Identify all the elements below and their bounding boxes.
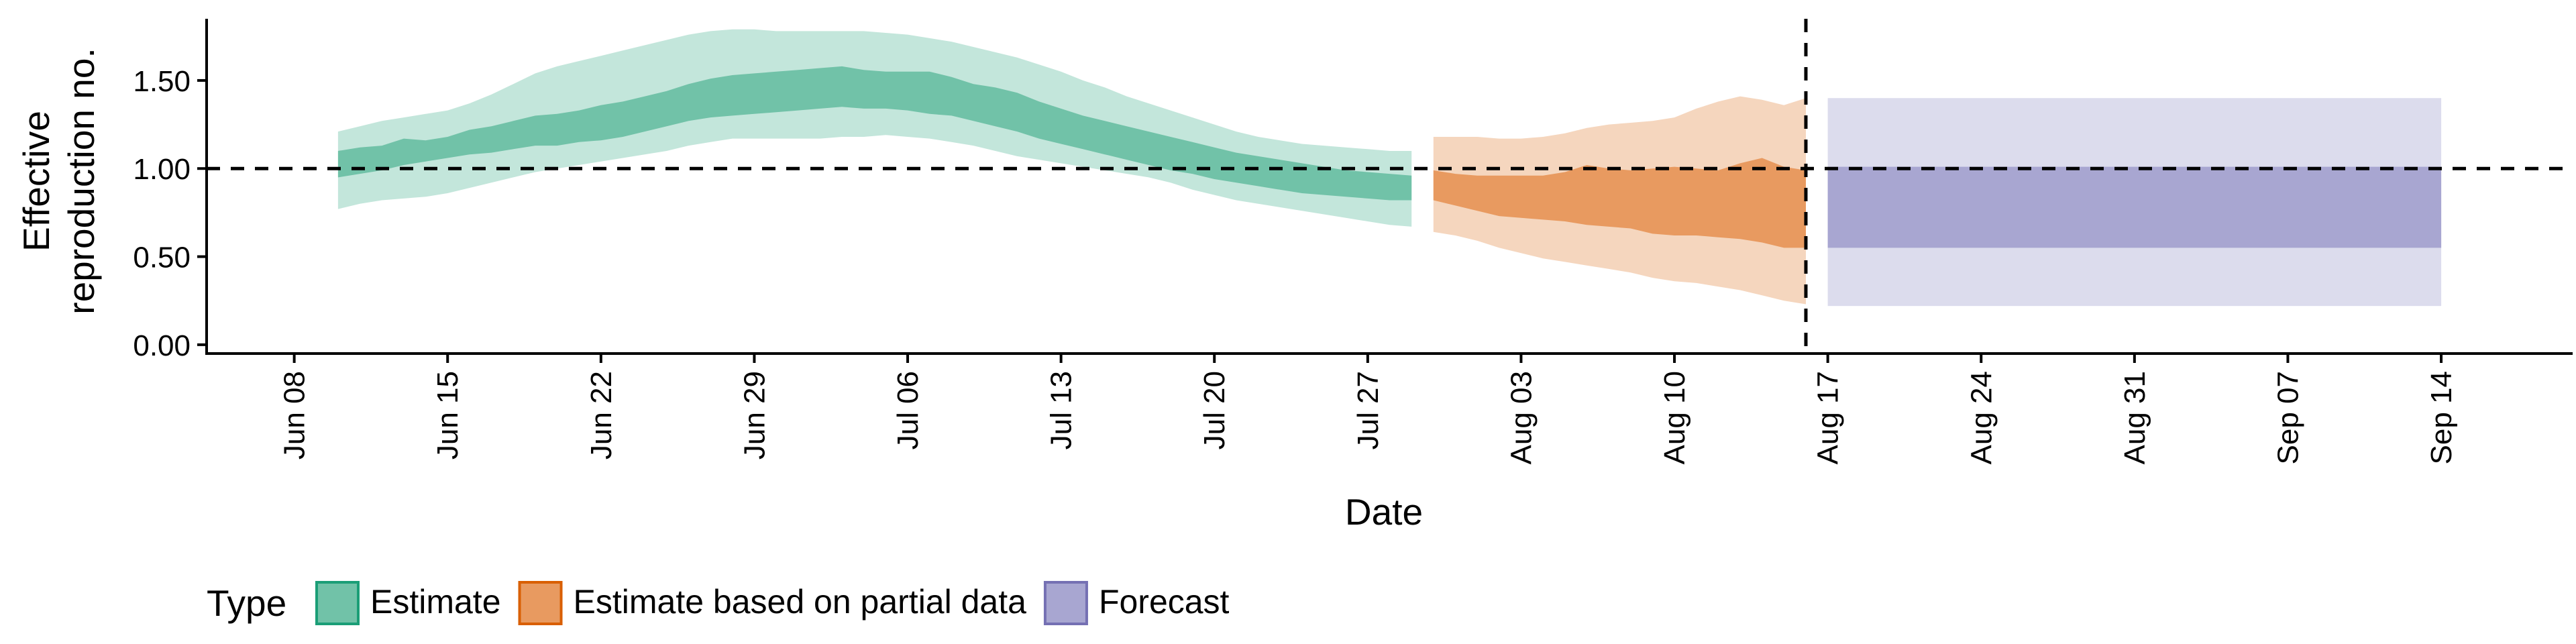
legend: Type Estimate Estimate based on partial d… <box>207 581 1230 625</box>
legend-key-estimate-based-on-partial-data <box>518 581 563 625</box>
x-tick-label: Sep 14 <box>2425 371 2458 464</box>
x-tick-label: Jun 29 <box>738 371 771 460</box>
reference-lines <box>207 19 2573 354</box>
band-inner-forecast <box>1827 166 2442 248</box>
x-tick-label: Jun 08 <box>278 371 311 460</box>
legend-label-estimate: Estimate <box>370 583 501 621</box>
band-outer-estimate <box>337 29 1412 227</box>
x-tick-label: Aug 17 <box>1812 371 1845 464</box>
x-tick-label: Aug 10 <box>1658 371 1691 464</box>
legend-label-forecast: Forecast <box>1099 583 1230 621</box>
y-axis-title: Effective reproduction no. <box>15 48 102 315</box>
x-tick-label: Jul 06 <box>892 371 924 449</box>
x-tick-label: Aug 03 <box>1505 371 1538 464</box>
legend-key-estimate <box>315 581 360 625</box>
legend-title: Type <box>207 582 286 624</box>
y-tick-label: 1.50 <box>133 65 191 98</box>
band-inner-estimate-based-on-partial-data <box>1433 158 1806 248</box>
band-inner-estimate <box>337 66 1412 201</box>
axes: 0.00 0.50 1.00 1.50 Jun 08 Jun 15 Jun 22 Jun 29… <box>133 19 2573 464</box>
x-axis-title: Date <box>1345 491 1423 533</box>
y-tick-label: 1.00 <box>133 153 191 186</box>
y-axis-title-line-1: Effective <box>15 111 57 252</box>
y-tick-label: 0.00 <box>133 329 191 362</box>
legend-label-estimate-based-on-partial-data: Estimate based on partial data <box>574 583 1027 621</box>
x-tick-label: Sep 07 <box>2272 371 2305 464</box>
x-tick-label: Jun 15 <box>431 371 464 460</box>
y-axis-title-line-2: reproduction no. <box>60 48 102 315</box>
x-tick-label: Jul 20 <box>1198 371 1231 449</box>
ribbon-bands <box>337 29 2442 307</box>
legend-key-forecast <box>1043 581 1088 625</box>
x-tick-label: Aug 31 <box>2118 371 2151 464</box>
x-tick-label: Jun 22 <box>585 371 618 460</box>
x-tick-label: Jul 13 <box>1045 371 1078 449</box>
x-tick-label: Aug 24 <box>1965 371 1998 464</box>
x-tick-label: Jul 27 <box>1352 371 1385 449</box>
y-tick-label: 0.50 <box>133 241 191 274</box>
